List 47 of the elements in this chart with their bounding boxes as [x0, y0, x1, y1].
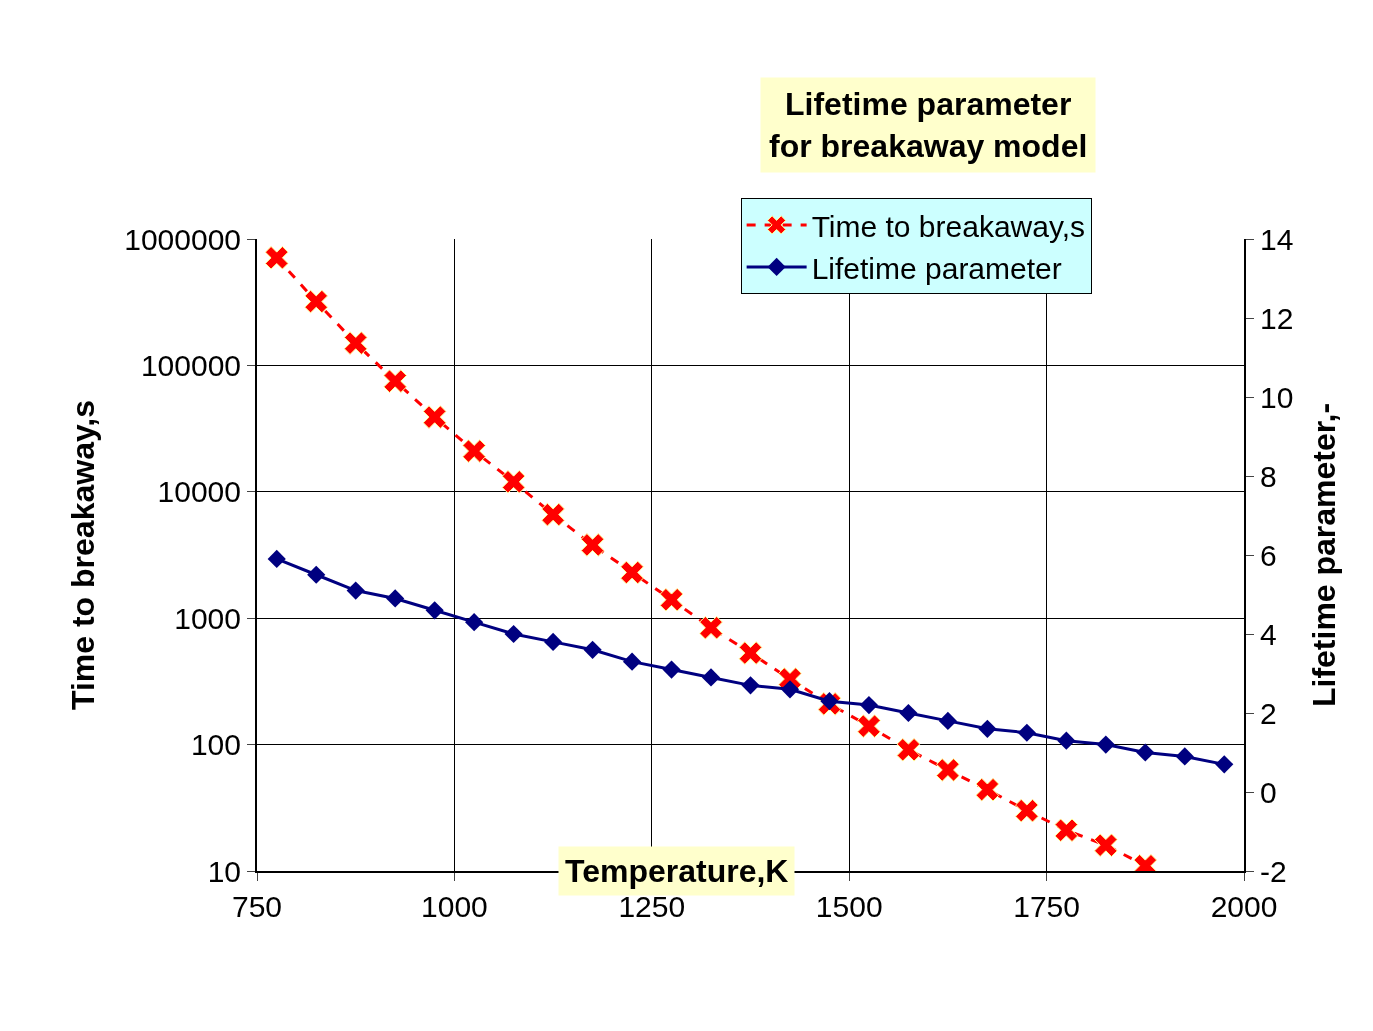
y2-tick-label: 0: [1260, 775, 1277, 809]
point: [304, 289, 329, 314]
y-tick-label: 1000000: [124, 222, 241, 256]
point: [620, 560, 644, 585]
y-tick-label: 100: [190, 728, 241, 762]
point: [975, 777, 1000, 802]
x-tick-label: 2000: [1210, 890, 1278, 923]
point: [738, 641, 763, 665]
point: [264, 245, 289, 270]
y2-tick-label: 8: [1260, 459, 1277, 493]
x-tick-label: 750: [231, 890, 283, 923]
point: [462, 439, 486, 463]
y2-axis-title: Lifetime parameter,-: [1305, 402, 1342, 708]
y-tick-label: 1000: [174, 601, 241, 635]
point: [659, 587, 684, 612]
legend-label: Lifetime parameter: [811, 251, 1062, 285]
point: [1015, 798, 1039, 823]
point: [1054, 818, 1079, 843]
point: [580, 533, 605, 557]
x-tick-label: 1500: [815, 890, 883, 923]
y2-tick-label: -2: [1260, 854, 1287, 888]
point: [699, 615, 723, 640]
point: [343, 331, 368, 355]
point: [422, 405, 447, 429]
y2-tick-label: 6: [1260, 538, 1277, 572]
y-axis-title: Time to breakaway,s: [65, 399, 101, 711]
point: [936, 758, 960, 782]
y2-tick-label: 2: [1260, 696, 1277, 730]
point: [383, 369, 407, 394]
y2-tick-label: 14: [1260, 222, 1294, 256]
legend-label: Time to breakaway,s: [811, 209, 1086, 243]
point: [501, 469, 526, 494]
y2-tick-label: 10: [1260, 380, 1294, 414]
y-tick-label: 10: [207, 854, 241, 888]
x-axis-title: Temperature,K: [565, 853, 789, 889]
y-tick-label: 100000: [140, 348, 241, 382]
point: [857, 714, 881, 738]
point: [541, 502, 565, 527]
y2-tick-label: 4: [1260, 617, 1277, 651]
x-tick-label: 1750: [1013, 890, 1080, 923]
x-tick-label: 1000: [421, 890, 488, 923]
point: [1094, 833, 1118, 858]
y-tick-label: 10000: [157, 475, 241, 509]
point: [896, 737, 921, 762]
x-tick-label: 1250: [618, 890, 686, 923]
chart-title: Lifetime parameter for breakaway model: [769, 86, 1088, 164]
y2-tick-label: 12: [1260, 301, 1294, 335]
